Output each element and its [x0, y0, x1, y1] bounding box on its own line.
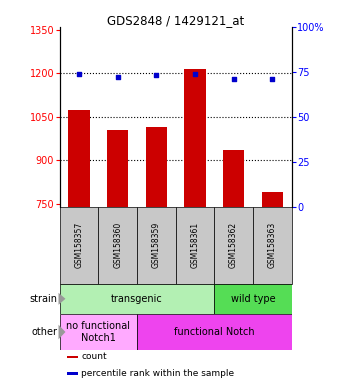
- Bar: [60, 284, 214, 314]
- Bar: [66, 372, 78, 375]
- Polygon shape: [59, 325, 65, 339]
- Text: no functional
Notch1: no functional Notch1: [66, 321, 130, 343]
- Title: GDS2848 / 1429121_at: GDS2848 / 1429121_at: [107, 14, 244, 27]
- Bar: [184, 69, 206, 207]
- Bar: [98, 207, 137, 284]
- Point: [192, 71, 198, 77]
- Point: [153, 72, 159, 78]
- Bar: [60, 207, 98, 284]
- Point: [269, 76, 275, 82]
- Text: GSM158357: GSM158357: [74, 222, 84, 268]
- Bar: [137, 314, 292, 350]
- Bar: [137, 207, 176, 284]
- Point: [76, 71, 82, 77]
- Text: strain: strain: [29, 294, 57, 304]
- Bar: [68, 109, 90, 207]
- Bar: [146, 127, 167, 207]
- Text: GSM158361: GSM158361: [190, 222, 199, 268]
- Bar: [66, 356, 78, 358]
- Bar: [223, 150, 244, 207]
- Point: [231, 76, 236, 82]
- Bar: [214, 207, 253, 284]
- Text: transgenic: transgenic: [111, 294, 163, 304]
- Polygon shape: [59, 293, 65, 305]
- Bar: [262, 192, 283, 207]
- Text: GSM158360: GSM158360: [113, 222, 122, 268]
- Point: [115, 74, 120, 80]
- Bar: [176, 207, 214, 284]
- Text: other: other: [31, 327, 57, 337]
- Text: wild type: wild type: [231, 294, 275, 304]
- Text: GSM158359: GSM158359: [152, 222, 161, 268]
- Text: count: count: [81, 352, 107, 361]
- Text: percentile rank within the sample: percentile rank within the sample: [81, 369, 234, 378]
- Text: functional Notch: functional Notch: [174, 327, 255, 337]
- Text: GSM158363: GSM158363: [268, 222, 277, 268]
- Bar: [214, 284, 292, 314]
- Bar: [253, 207, 292, 284]
- Bar: [107, 130, 128, 207]
- Text: GSM158362: GSM158362: [229, 222, 238, 268]
- Bar: [60, 314, 137, 350]
